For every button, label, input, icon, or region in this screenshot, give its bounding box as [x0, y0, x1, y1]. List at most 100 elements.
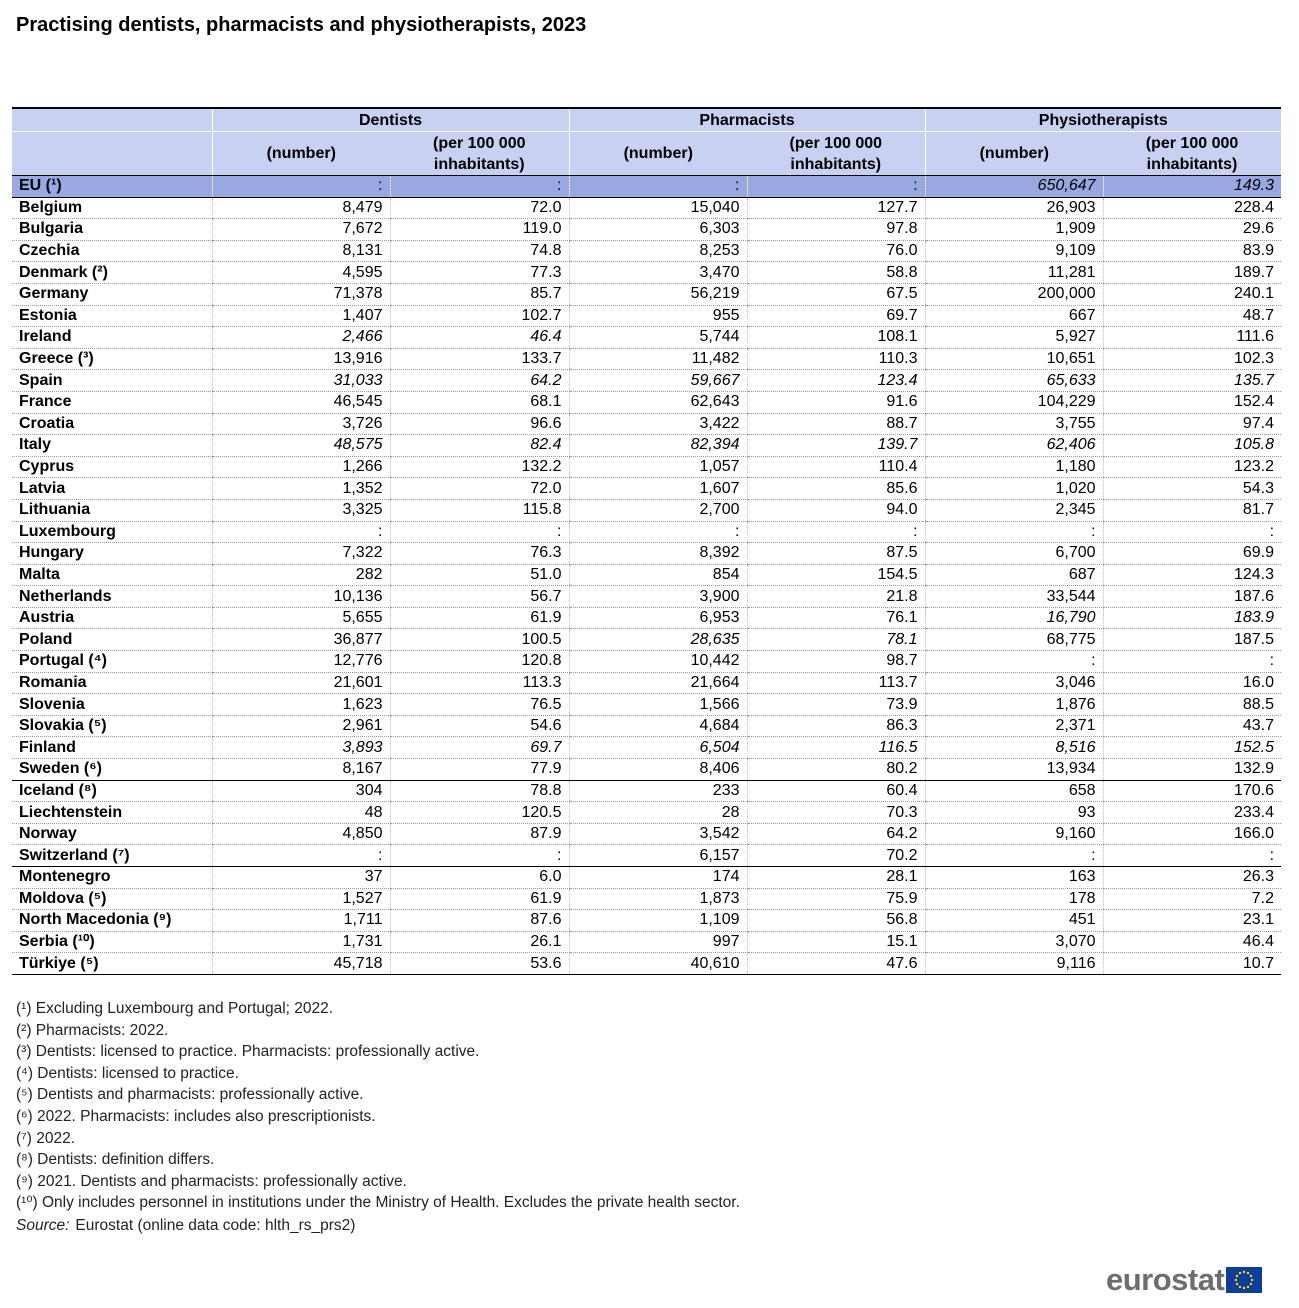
flag-star — [1243, 1270, 1246, 1274]
cell: 111.6 — [1102, 326, 1282, 349]
cell: 955 — [568, 305, 747, 328]
cell: 4,684 — [568, 715, 747, 738]
cell: 45,718 — [211, 952, 390, 975]
cell: 7,672 — [211, 218, 390, 241]
cell: 13,934 — [924, 758, 1104, 781]
cell: 69.9 — [1102, 542, 1282, 565]
cell: 7.2 — [1102, 888, 1282, 911]
cell: 46.4 — [1102, 931, 1282, 954]
cell: 21.8 — [746, 585, 926, 608]
source-label: Source: — [16, 1216, 70, 1234]
cell: 54.6 — [389, 715, 569, 738]
row-label: North Macedonia (⁹) — [12, 909, 212, 932]
table-row: Bulgaria 7,672 119.0 6,303 97.8 1,909 29.6 — [12, 218, 1282, 241]
cell: 2,371 — [924, 715, 1104, 738]
row-label: Iceland (⁸) — [12, 779, 212, 803]
cell: 40,610 — [568, 952, 747, 975]
row-label: Croatia — [12, 413, 212, 436]
cell: 61.9 — [389, 607, 569, 630]
cell: 119.0 — [389, 218, 569, 241]
cell: 15.1 — [746, 931, 926, 954]
row-label: Norway — [12, 823, 212, 846]
row-label: Greece (³) — [12, 348, 212, 371]
source-text: Eurostat (online data code: hlth_rs_prs2… — [75, 1216, 356, 1234]
row-label: Liechtenstein — [12, 801, 212, 824]
table-row: Lithuania 3,325 115.8 2,700 94.0 2,345 81.7 — [12, 499, 1282, 522]
cell: 96.6 — [389, 413, 569, 436]
cell: 233.4 — [1102, 801, 1282, 824]
cell: 154.5 — [746, 564, 926, 587]
cell: 53.6 — [389, 952, 569, 975]
cell: 113.3 — [389, 672, 569, 695]
cell: 97.4 — [1102, 413, 1282, 436]
cell: 76.5 — [389, 693, 569, 716]
table-row: Switzerland (⁷)::6,157 70.2:: — [12, 844, 1282, 867]
table-row: Romania 21,601 113.3 21,664 113.7 3,046 16.0 — [12, 672, 1282, 695]
cell: 65,633 — [924, 369, 1104, 392]
cell: 60.4 — [746, 779, 926, 803]
table-row: Estonia 1,407 102.7 955 69.7 667 48.7 — [12, 305, 1282, 328]
table-row: Serbia (¹⁰) 1,731 26.1 997 15.1 3,070 46.4 — [12, 931, 1282, 954]
cell: 120.5 — [389, 801, 569, 824]
cell: 8,479 — [211, 197, 390, 220]
cell: 178 — [924, 888, 1104, 911]
cell: 16.0 — [1102, 672, 1282, 695]
cell: 2,466 — [211, 326, 390, 349]
cell: 102.7 — [389, 305, 569, 328]
table-row: Luxembourg:::::: — [12, 521, 1282, 544]
cell: 71,378 — [211, 283, 390, 306]
row-label: Malta — [12, 564, 212, 587]
row-label: Netherlands — [12, 585, 212, 608]
cell: 75.9 — [746, 888, 926, 911]
cell: : — [568, 521, 747, 544]
cell: 69.7 — [389, 736, 569, 760]
footnote: (⁵) Dentists and pharmacists: profession… — [16, 1086, 364, 1104]
cell: 4,595 — [211, 261, 390, 284]
cell: 4,850 — [211, 823, 390, 846]
cell: 6,157 — [568, 844, 747, 867]
eu-flag — [1226, 1267, 1263, 1293]
row-label: Serbia (¹⁰) — [12, 931, 212, 954]
cell: 687 — [924, 564, 1104, 587]
flag-star — [1250, 1282, 1253, 1286]
cell: 64.2 — [389, 369, 569, 392]
table-row: Poland 36,877 100.5 28,635 78.1 68,775 187.5 — [12, 628, 1282, 652]
cell: 854 — [568, 564, 747, 587]
cell: 68.1 — [389, 391, 569, 414]
cell: 87.9 — [389, 823, 569, 846]
cell: 451 — [924, 909, 1104, 932]
cell: 116.5 — [746, 736, 926, 760]
cell: 76.0 — [746, 240, 926, 263]
flag-star — [1235, 1278, 1238, 1282]
cell: 48,575 — [211, 434, 390, 457]
cell: 2,961 — [211, 715, 390, 738]
cell: 183.9 — [1102, 607, 1282, 630]
cell: 120.8 — [389, 650, 569, 673]
cell: : — [389, 521, 569, 544]
cell: 98.7 — [746, 650, 926, 673]
flag-star — [1251, 1278, 1254, 1282]
cell: 113.7 — [746, 672, 926, 695]
cell: : — [568, 175, 747, 198]
logo-text: eurostat — [1106, 1262, 1225, 1297]
data-table: Dentists Pharmacists Physiotherapists (num… — [12, 107, 1282, 975]
cell: 152.4 — [1102, 391, 1282, 414]
cell: 62,643 — [568, 391, 747, 414]
row-label: Montenegro — [12, 866, 212, 889]
cell: 100.5 — [389, 628, 569, 652]
row-label: Estonia — [12, 305, 212, 328]
cell: 228.4 — [1102, 197, 1282, 220]
cell: 56,219 — [568, 283, 747, 306]
cell: 73.9 — [746, 693, 926, 716]
cell: 70.2 — [746, 844, 926, 867]
cell: 15,040 — [568, 197, 747, 220]
cell: 85.6 — [746, 477, 926, 500]
cell: 1,711 — [211, 909, 390, 932]
cell: 31,033 — [211, 369, 390, 392]
table-row: Malta 282 51.0 854 154.5 687 124.3 — [12, 564, 1282, 587]
cell: 1,020 — [924, 477, 1104, 500]
cell: 104,229 — [924, 391, 1104, 414]
cell: 3,325 — [211, 499, 390, 522]
cell: : — [746, 175, 926, 198]
cell: 62,406 — [924, 434, 1104, 457]
